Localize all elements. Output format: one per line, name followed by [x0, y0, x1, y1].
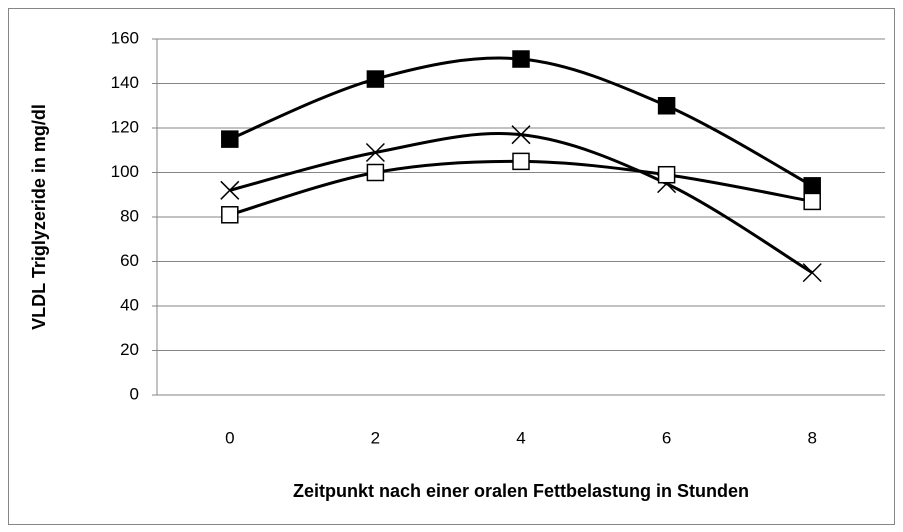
y-tick-label: 60: [120, 251, 139, 270]
marker: [657, 97, 676, 115]
x-tick-label: 2: [371, 428, 380, 447]
marker: [220, 180, 240, 200]
chart-border: [8, 8, 895, 525]
y-tick-label: 140: [111, 73, 139, 92]
x-tick-label: 0: [225, 428, 234, 447]
marker: [803, 192, 821, 211]
marker: [366, 70, 385, 88]
y-tick-label: 120: [111, 117, 139, 136]
marker: [512, 50, 530, 68]
marker: [511, 125, 531, 145]
marker: [365, 142, 385, 163]
y-tick-label: 100: [111, 162, 139, 181]
y-tick-label: 20: [120, 340, 139, 359]
marker: [221, 130, 239, 148]
marker: [512, 152, 530, 171]
x-tick-label: 8: [807, 428, 816, 447]
y-tick-label: 160: [111, 28, 139, 47]
marker: [366, 163, 385, 182]
marker: [221, 206, 239, 224]
marker: [803, 177, 821, 195]
y-tick-label: 40: [120, 295, 139, 314]
marker: [657, 165, 676, 184]
x-tick-label: 4: [516, 428, 525, 447]
marker: [802, 263, 822, 283]
y-axis-label: VLDL Triglyzeride in mg/dl: [29, 104, 49, 330]
x-axis-label: Zeitpunkt nach einer oralen Fettbelastun…: [293, 481, 749, 501]
y-tick-label: 0: [130, 384, 139, 403]
y-tick-label: 80: [120, 206, 139, 225]
x-tick-label: 6: [662, 428, 671, 447]
